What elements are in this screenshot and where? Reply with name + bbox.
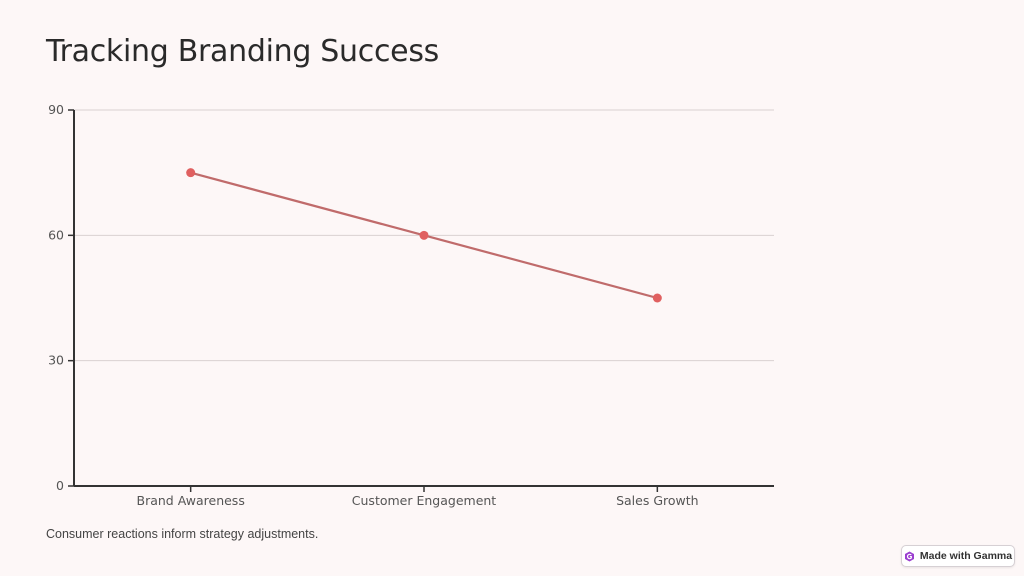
y-tick-label: 30 bbox=[48, 353, 64, 368]
made-with-gamma-badge[interactable]: Made with Gamma bbox=[901, 545, 1015, 567]
series-layer bbox=[186, 168, 662, 303]
page-title: Tracking Branding Success bbox=[46, 34, 439, 69]
y-tick-label: 0 bbox=[56, 478, 64, 493]
x-tick-labels: Brand Awareness Customer Engagement Sales … bbox=[137, 493, 699, 508]
x-tick-label: Sales Growth bbox=[616, 493, 699, 508]
data-point bbox=[652, 293, 662, 303]
slide-caption: Consumer reactions inform strategy adjus… bbox=[46, 527, 319, 541]
axes bbox=[68, 109, 774, 492]
x-tick-label: Brand Awareness bbox=[137, 493, 245, 508]
data-point bbox=[186, 168, 196, 178]
y-tick-labels: 0 30 60 90 bbox=[48, 102, 64, 493]
x-tick-label: Customer Engagement bbox=[352, 493, 497, 508]
y-tick-label: 60 bbox=[48, 227, 64, 242]
badge-label: Made with Gamma bbox=[919, 550, 1013, 562]
gamma-logo-icon bbox=[904, 551, 915, 562]
data-point bbox=[419, 230, 429, 240]
y-tick-label: 90 bbox=[48, 102, 64, 117]
